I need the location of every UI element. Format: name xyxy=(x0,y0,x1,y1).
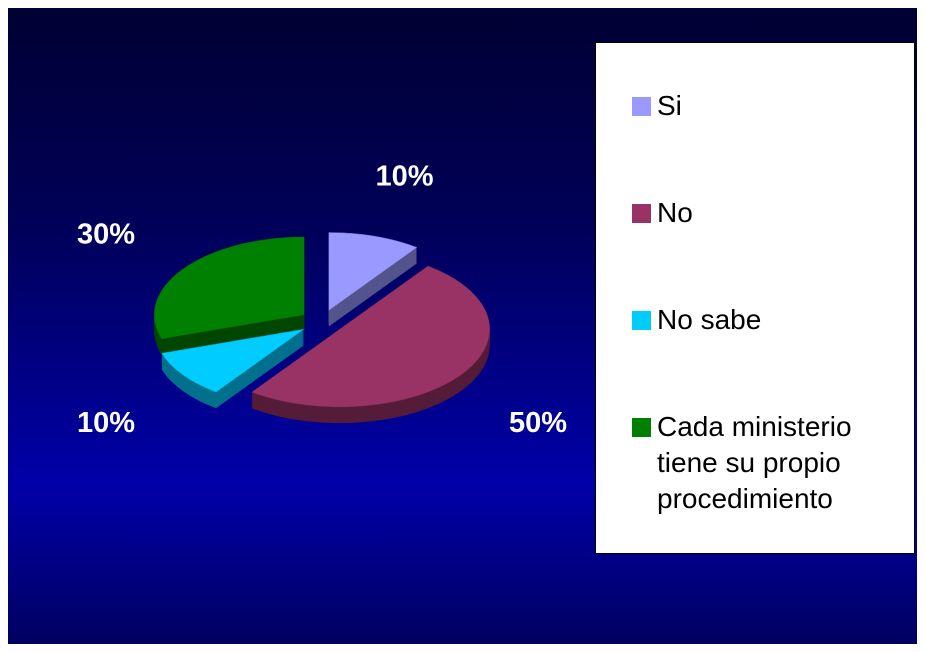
legend-item: No xyxy=(596,195,914,231)
legend-label: Cada ministerio tiene su propio procedim… xyxy=(657,410,852,515)
slice xyxy=(328,232,418,311)
slice xyxy=(161,328,305,393)
data-label: 10% xyxy=(375,160,433,192)
legend-swatch xyxy=(632,97,651,117)
legend-item: Cada ministerio tiene su propio procedim… xyxy=(596,409,914,518)
slice xyxy=(251,265,491,408)
legend: Si No No sabe Cada ministerio tiene su prop… xyxy=(595,42,915,554)
legend-label: Si xyxy=(657,90,682,122)
legend-label: No sabe xyxy=(657,303,762,335)
slice xyxy=(153,236,305,340)
legend-item: No sabe xyxy=(596,302,914,338)
legend-swatch xyxy=(632,204,651,223)
data-label: 30% xyxy=(77,219,135,251)
legend-item: Si xyxy=(596,88,914,124)
data-label: 50% xyxy=(509,407,567,439)
legend-label: No xyxy=(657,197,693,228)
legend-swatch xyxy=(632,417,651,437)
data-label: 10% xyxy=(77,407,135,439)
legend-swatch xyxy=(632,310,651,330)
